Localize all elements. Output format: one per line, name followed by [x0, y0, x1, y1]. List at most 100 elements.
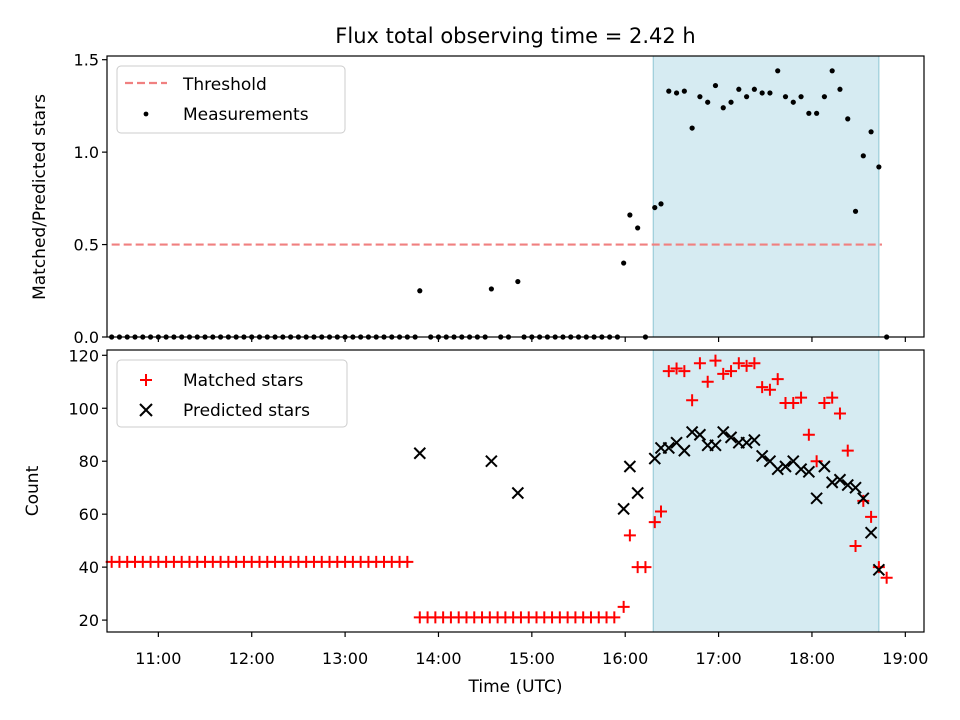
measurements-point: [627, 212, 633, 218]
x-tick-label: 15:00: [509, 649, 555, 668]
predicted-stars-point: [685, 425, 699, 439]
predicted-stars-point: [709, 439, 722, 452]
observing-window-shade: [652, 349, 880, 633]
measurements-point: [712, 82, 719, 89]
y-tick-label: 60: [79, 505, 99, 524]
matched-stars-point: [732, 357, 745, 370]
y-tick-label: 40: [79, 558, 99, 577]
x-axis-ticks: 11:00 12:00 13:00 14:00 15:00 16:00 17:00 18:00…: [135, 649, 928, 668]
measurements-point: [782, 94, 789, 100]
measurements-point: [860, 153, 866, 159]
observing-window-shade: [652, 55, 880, 338]
matched-stars-point: [756, 381, 769, 394]
measurements-point: [767, 90, 773, 96]
count-panel-frame: [106, 349, 925, 633]
predicted-stars-point: [794, 462, 808, 476]
matched-stars-point: [725, 365, 738, 378]
matched-stars-point: [623, 529, 636, 542]
predicted-stars-point: [872, 563, 886, 576]
y-tick-label: 1.5: [74, 51, 99, 70]
measurements-point: [790, 99, 796, 105]
measurements-point: [681, 88, 687, 94]
predicted-stars-point: [693, 428, 707, 441]
measurements-point: [697, 94, 703, 100]
measurements-point: [689, 125, 695, 131]
matched-stars-point: [655, 505, 668, 518]
measurements-point: [868, 129, 874, 135]
matched-stars-point: [841, 444, 854, 457]
predicted-stars-point: [740, 436, 753, 449]
predicted-stars-point: [841, 478, 854, 492]
count-panel: 20 40 60 80 100 120 Count Matched stars Predi…: [23, 346, 925, 637]
measurements-point: [705, 99, 711, 105]
measurements-point: [743, 94, 750, 100]
predicted-stars-point: [849, 481, 862, 494]
y-tick-label: 100: [68, 399, 99, 418]
matched-stars-point: [833, 407, 846, 420]
predicted-stars-point: [717, 425, 730, 439]
y-tick-label: 20: [79, 611, 99, 630]
legend-measurements-swatch: [143, 111, 149, 117]
matched-stars-point: [608, 611, 621, 624]
matched-stars-point: [748, 357, 761, 370]
matched-stars-point: [686, 394, 699, 407]
matched-stars-point: [701, 375, 714, 388]
measurements-point: [821, 94, 828, 100]
x-tick-label: 16:00: [602, 649, 648, 668]
y-tick-label: 1.0: [74, 143, 99, 162]
predicted-stars-point: [648, 452, 661, 465]
matched-stars-point: [617, 600, 630, 613]
measurements-point: [829, 68, 835, 74]
measurements-point: [736, 86, 742, 92]
matched-stars-point: [826, 391, 839, 404]
predicted-stars-point: [485, 455, 498, 468]
matched-stars-point: [880, 571, 893, 584]
y-tick-label: 0.0: [74, 328, 99, 347]
predicted-stars-point: [810, 492, 823, 505]
measurements-point: [720, 105, 726, 111]
measurements-point: [876, 164, 882, 170]
measurements-point: [806, 110, 812, 116]
x-axis-label: Time (UTC): [468, 677, 563, 697]
predicted-stars-point: [413, 447, 427, 460]
predicted-stars-point: [678, 444, 691, 457]
predicted-stars-point: [818, 460, 831, 473]
matched-stars-point: [810, 455, 823, 468]
predicted-stars-point: [662, 441, 675, 455]
matched-stars-point: [849, 539, 862, 552]
matched-stars-point: [648, 516, 661, 529]
ratio-legend: Threshold Measurements: [116, 65, 346, 134]
matched-stars-point: [740, 359, 753, 372]
legend-predicted-label: Predicted stars: [183, 401, 310, 421]
measurements-point: [814, 110, 820, 116]
predicted-stars-point: [864, 526, 878, 539]
y-tick-label: 0.5: [74, 236, 99, 255]
y-tick-label: 120: [68, 346, 99, 365]
x-tick-label: 13:00: [322, 649, 368, 668]
matched-stars-point: [865, 510, 878, 523]
y-tick-label: 80: [79, 452, 99, 471]
matched-stars-point: [771, 373, 784, 386]
predicted-stars-point: [802, 465, 816, 479]
matched-stars-point: [639, 561, 652, 574]
measurements-point: [852, 208, 859, 214]
predicted-stars-point: [825, 476, 839, 489]
predicted-stars-point: [724, 431, 738, 444]
measurements-point: [775, 68, 781, 74]
measurements-point: [759, 90, 765, 96]
measurements-point: [845, 116, 851, 122]
matched-stars-point: [662, 365, 675, 378]
legend-matched-label: Matched stars: [183, 371, 303, 391]
count-legend-box: [116, 359, 348, 428]
x-tick-label: 11:00: [135, 649, 181, 668]
predicted-stars-point: [755, 449, 769, 463]
x-tick-label: 17:00: [696, 649, 742, 668]
predicted-stars-point: [511, 486, 525, 500]
matched-stars-point: [670, 362, 683, 375]
predicted-stars-point: [631, 486, 644, 500]
x-tick-label: 19:00: [882, 649, 928, 668]
count-legend: Matched stars Predicted stars: [116, 359, 348, 428]
predicted-stars-point: [771, 462, 784, 476]
measurements-point: [728, 99, 734, 105]
